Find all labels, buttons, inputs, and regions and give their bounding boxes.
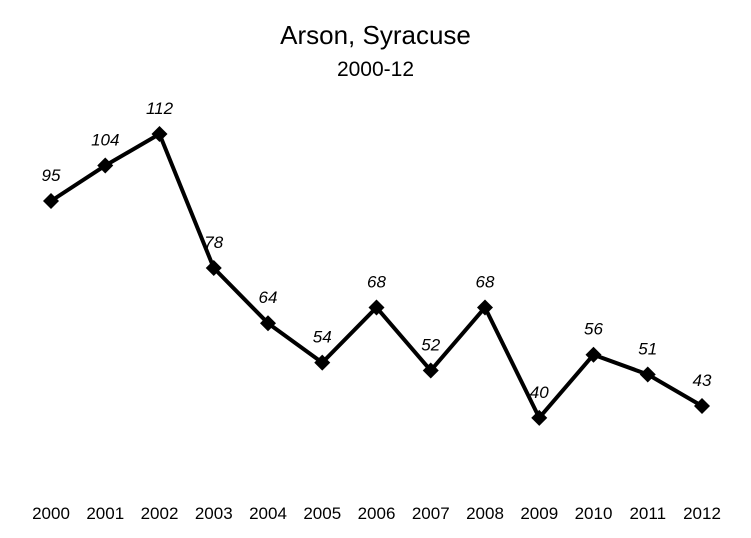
x-tick-label: 2007 — [412, 504, 450, 523]
data-label: 104 — [91, 131, 119, 150]
data-point-marker — [531, 409, 548, 426]
x-tick-label: 2001 — [86, 504, 124, 523]
data-point-marker — [694, 397, 710, 414]
data-point-marker — [151, 125, 168, 142]
data-point-marker — [422, 362, 439, 379]
data-label: 95 — [42, 166, 61, 185]
chart-title: Arson, Syracuse — [280, 20, 471, 50]
x-tick-label: 2004 — [249, 504, 287, 523]
data-label: 51 — [638, 339, 657, 358]
x-tick-label: 2002 — [141, 504, 179, 523]
data-point-marker — [585, 346, 602, 363]
data-point-marker — [477, 299, 493, 316]
data-label: 43 — [693, 371, 712, 390]
data-label: 64 — [259, 288, 278, 307]
data-point-marker — [43, 193, 59, 210]
data-point-marker — [368, 299, 385, 316]
data-point-marker — [639, 366, 656, 383]
data-label: 78 — [204, 233, 223, 252]
data-label: 54 — [313, 328, 332, 347]
chart-subtitle: 2000-12 — [336, 58, 415, 81]
x-tick-label: 2011 — [629, 504, 666, 523]
data-label: 52 — [421, 336, 440, 355]
data-label: 68 — [367, 272, 386, 291]
x-tick-label: 2012 — [683, 504, 721, 523]
x-tick-label: 2003 — [195, 504, 233, 523]
data-label: 40 — [530, 383, 549, 402]
data-label: 68 — [476, 272, 495, 291]
x-tick-label: 2000 — [32, 504, 70, 523]
data-label: 56 — [584, 320, 603, 339]
x-tick-label: 2006 — [358, 504, 396, 523]
data-point-marker — [205, 260, 222, 277]
x-tick-label: 2005 — [303, 504, 341, 523]
x-tick-label: 2010 — [575, 504, 613, 523]
x-tick-label: 2009 — [520, 504, 558, 523]
data-point-marker — [260, 315, 276, 332]
data-point-marker — [97, 157, 114, 174]
x-tick-label: 2008 — [466, 504, 504, 523]
data-label: 112 — [146, 99, 174, 118]
data-point-marker — [314, 354, 331, 371]
